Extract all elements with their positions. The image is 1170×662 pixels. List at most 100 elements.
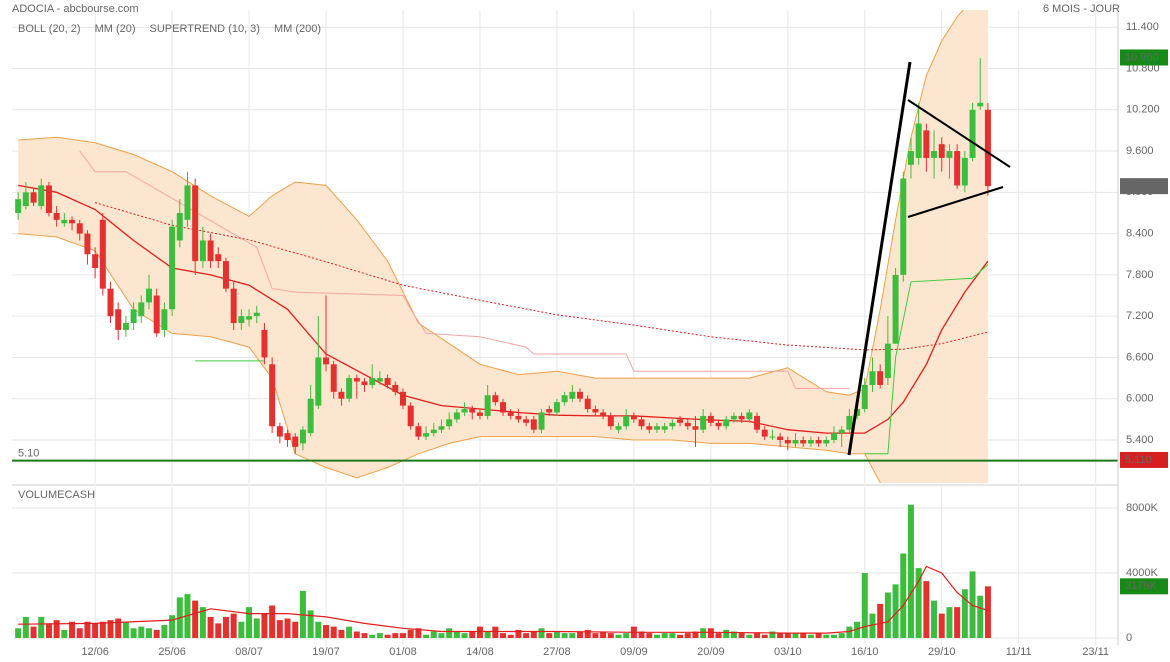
- volume-bar: [538, 628, 545, 639]
- volume-bar: [646, 633, 653, 639]
- candle-body: [330, 364, 337, 392]
- candle-body: [638, 419, 645, 427]
- candle-body: [661, 426, 668, 430]
- x-tick-label: 11/11: [1006, 646, 1032, 658]
- volume-bar: [815, 633, 822, 639]
- volume-bar: [369, 634, 376, 639]
- volume-bar: [438, 633, 445, 639]
- candle-body: [369, 378, 376, 385]
- trend-line: [907, 186, 1004, 218]
- volume-bar: [515, 629, 522, 639]
- candle-body: [623, 415, 630, 427]
- volume-bar: [784, 633, 791, 639]
- candle-body: [946, 151, 953, 158]
- volume-bar: [284, 618, 291, 639]
- candle-body: [815, 440, 822, 444]
- volume-bar: [977, 595, 984, 639]
- candle-body: [461, 409, 468, 413]
- volume-bar: [754, 633, 761, 639]
- candle-body: [646, 426, 653, 430]
- candle-body: [777, 436, 784, 440]
- candle-body: [730, 415, 737, 420]
- volume-bar: [861, 572, 868, 639]
- candle-body: [738, 415, 745, 420]
- candle-body: [222, 261, 229, 289]
- candle-body: [938, 144, 945, 158]
- volume-bar: [653, 634, 660, 639]
- candle-body: [22, 192, 29, 207]
- x-tick-label: 29/10: [928, 646, 956, 658]
- candle-body: [292, 436, 299, 447]
- x-tick-label: 25/06: [158, 646, 186, 658]
- candle-body: [669, 422, 676, 427]
- volume-plot: [15, 504, 991, 639]
- candle-body: [353, 378, 360, 382]
- volume-bar: [415, 628, 422, 639]
- volume-bar: [76, 628, 83, 639]
- volume-bar: [145, 628, 152, 639]
- x-tick-label: 20/09: [697, 646, 725, 658]
- price-badge: [1120, 578, 1168, 595]
- candle-body: [538, 412, 545, 430]
- candle-body: [446, 419, 453, 427]
- volume-bar: [846, 626, 853, 639]
- volume-bar: [884, 592, 891, 639]
- volume-bar: [292, 621, 299, 639]
- volume-bar: [353, 631, 360, 639]
- volume-bar: [338, 629, 345, 639]
- candle-body: [145, 288, 152, 303]
- y-tick-label: 9.600: [1126, 145, 1154, 157]
- volume-bar: [376, 633, 383, 639]
- volume-bar: [869, 613, 876, 639]
- volume-bar: [169, 615, 176, 639]
- candle-body: [361, 381, 368, 385]
- candle-body: [861, 384, 868, 410]
- candle-body: [176, 212, 183, 241]
- candle-body: [846, 415, 853, 430]
- candle-body: [523, 419, 530, 423]
- candle-body: [892, 274, 899, 344]
- price-badge-label: 5.110: [1125, 454, 1152, 466]
- price-badge-label: 3179K: [1125, 580, 1157, 592]
- volume-bar: [269, 605, 276, 639]
- price-badge: [1120, 178, 1168, 195]
- y-tick-label: 10.200: [1126, 104, 1160, 116]
- price-badge-label: 10.960: [1125, 51, 1159, 63]
- candle-body: [907, 151, 914, 165]
- candle-body: [38, 185, 45, 207]
- volume-bar: [961, 589, 968, 639]
- candle-body: [931, 151, 938, 158]
- price-badge: [1120, 49, 1168, 66]
- volume-bar: [115, 618, 122, 639]
- candle-body: [915, 123, 922, 158]
- x-tick-label: 16/10: [851, 646, 879, 658]
- candle-body: [69, 219, 76, 224]
- volume-bar: [346, 626, 353, 639]
- candle-body: [530, 419, 537, 430]
- labels-layer: ADOCIA - abcbourse.com 6 MOIS - JOUR 5.4…: [12, 3, 1168, 658]
- volume-bar: [638, 631, 645, 639]
- candle-body: [961, 157, 968, 186]
- candle-body: [376, 378, 383, 382]
- y-tick-label: 8.400: [1126, 228, 1154, 240]
- volume-bar: [222, 616, 229, 639]
- price-badge: [1120, 451, 1168, 468]
- candle-body: [677, 419, 684, 423]
- volume-bar: [984, 586, 991, 639]
- candle-body: [107, 288, 114, 317]
- candle-body: [630, 415, 637, 420]
- x-tick-label: 03/10: [774, 646, 802, 658]
- candle-body: [553, 402, 560, 413]
- volume-bar: [615, 634, 622, 639]
- x-tick-label: 08/07: [235, 646, 263, 658]
- volume-bar: [823, 634, 830, 639]
- candle-body: [184, 185, 191, 220]
- candle-body: [692, 426, 699, 430]
- trend-line: [907, 99, 1011, 168]
- x-tick-label: 09/09: [620, 646, 648, 658]
- candle-body: [707, 415, 714, 423]
- volume-bar: [546, 633, 553, 639]
- candle-body: [169, 226, 176, 310]
- candle-body: [577, 391, 584, 399]
- candle-body: [830, 433, 837, 440]
